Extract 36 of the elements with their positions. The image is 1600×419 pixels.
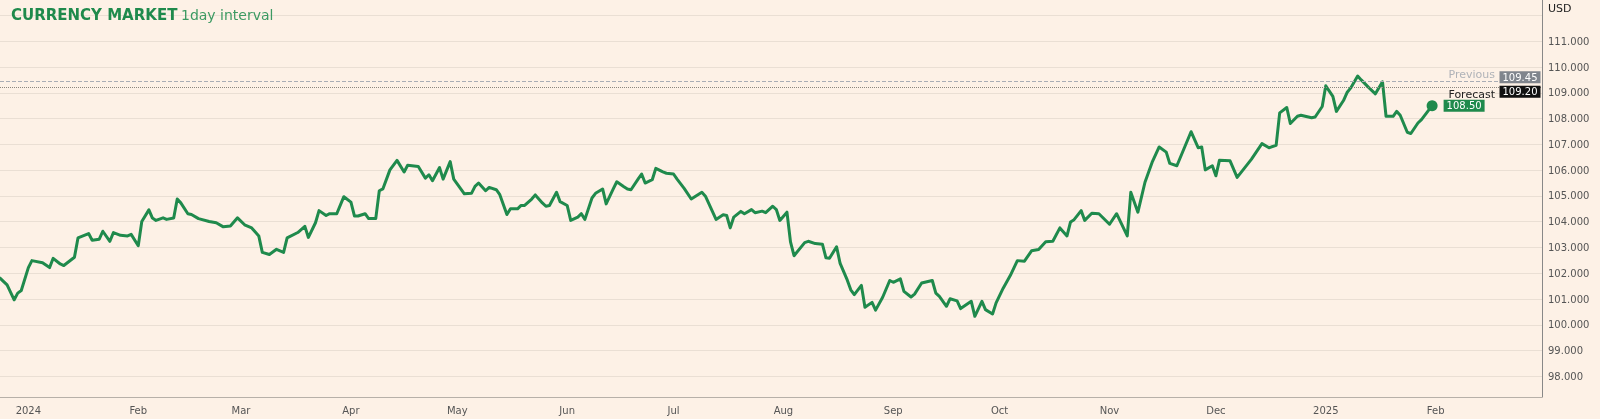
y-tick-label: 111.000: [1548, 35, 1590, 47]
chart-title: CURRENCY MARKET: [11, 5, 179, 24]
y-tick-label: 104.000: [1548, 216, 1590, 228]
annotation: 109.45: [1502, 71, 1538, 83]
x-tick-label: Aug: [773, 404, 794, 416]
y-axis-title: USD: [1548, 2, 1572, 15]
y-tick-label: 101.000: [1548, 293, 1590, 305]
x-tick-label: Apr: [342, 404, 361, 416]
text: 1day interval: [181, 7, 274, 23]
y-tick-label: 107.000: [1548, 138, 1590, 150]
y-tick-label: 99.000: [1548, 345, 1583, 357]
x-tick-label: Sep: [883, 404, 903, 416]
y-tick-label: 105.000: [1548, 190, 1590, 202]
ref-line-label: Previous: [1448, 68, 1496, 82]
y-tick-label: 110.000: [1548, 61, 1590, 73]
x-tick-label: 2024: [15, 404, 42, 416]
ref-line-label: Forecast: [1448, 87, 1496, 101]
y-tick-label: 103.000: [1548, 241, 1590, 253]
x-tick-label: Jul: [666, 404, 680, 416]
annotation: 109.20: [1502, 86, 1538, 98]
y-tick-label: 98.000: [1548, 370, 1583, 382]
x-tick-label: Feb: [1426, 404, 1445, 416]
x-tick-label: 2025: [1313, 404, 1339, 416]
x-tick-label: Dec: [1206, 404, 1226, 416]
x-tick-label: Nov: [1099, 404, 1120, 416]
x-tick-label: May: [446, 404, 468, 416]
y-tick-label: 100.000: [1548, 319, 1590, 331]
x-tick-label: Feb: [129, 404, 148, 416]
y-tick-label: 102.000: [1548, 267, 1590, 279]
y-tick-label: 106.000: [1548, 164, 1590, 176]
x-tick-label: Jun: [558, 404, 575, 416]
y-tick-label: 109.000: [1548, 87, 1590, 99]
annotation: 108.50: [1446, 100, 1482, 112]
x-tick-label: Oct: [990, 404, 1009, 416]
y-tick-label: 108.000: [1548, 113, 1590, 125]
x-tick-label: Mar: [231, 404, 252, 416]
